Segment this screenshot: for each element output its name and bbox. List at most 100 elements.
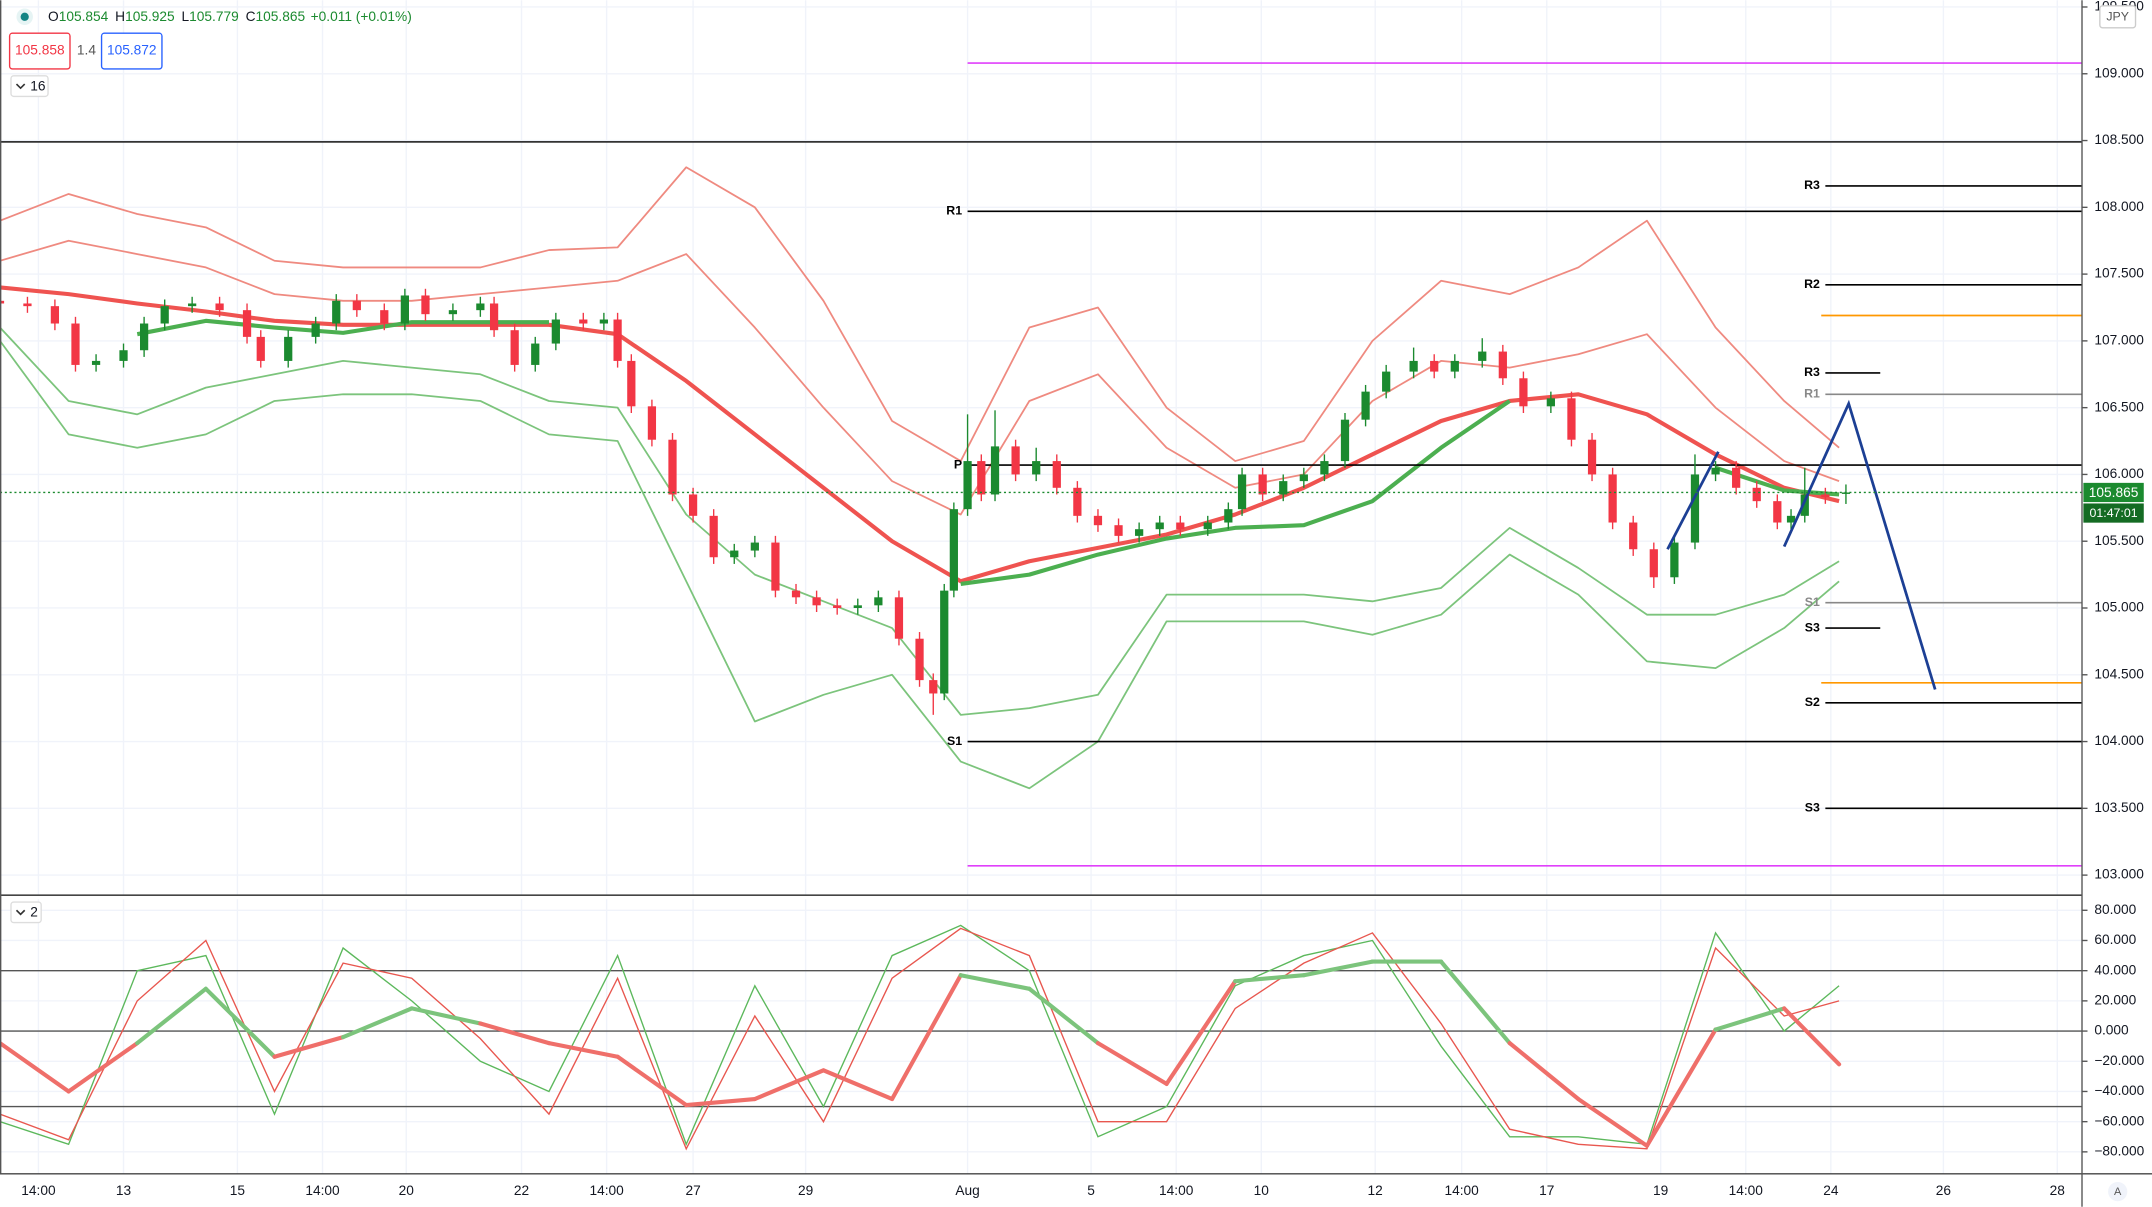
candle-body [771,542,780,591]
candle-body [421,295,430,315]
auto-scale-button[interactable] [2108,1181,2128,1202]
candle-body [50,306,60,324]
candle-body [627,360,636,407]
last-price-label: 105.865 [2089,485,2139,500]
x-tick-label: 28 [2050,1183,2066,1198]
ohlc-key: C [246,8,256,23]
candle-body [1608,474,1617,523]
candle-body [929,680,938,694]
y-tick-label: 107.000 [2094,333,2144,348]
candle-body [1800,494,1809,516]
candle-body [1711,467,1720,475]
overlay-ui: O105.854 H105.925 L105.779 C105.865 +0.011 (… [8,5,2137,1202]
indicators-count[interactable]: 16 [30,78,46,93]
currency[interactable]: JPY [2106,10,2129,24]
x-tick-label: 5 [1087,1183,1095,1198]
x-tick-label: 13 [116,1183,132,1198]
trend-drawing [1666,451,1720,550]
x-tick-label: 14:00 [1444,1183,1479,1198]
pivot-label: S2 [1805,695,1820,709]
oscillator-main [546,1041,620,1059]
candle-body [853,605,862,608]
candle-body [579,319,588,324]
candle-body [256,336,265,361]
oscillator-main [135,986,208,1046]
ask-price[interactable]: 105.872 [107,43,157,58]
oscillator-main [1164,979,1238,1086]
indicators-toggle[interactable] [10,75,49,98]
x-tick-label: 15 [230,1183,246,1198]
ohlc-key: L [182,8,190,23]
chevron-icon [15,909,26,916]
x-tick-label: 24 [1823,1183,1839,1198]
candle-body [332,300,341,324]
candle-body [284,336,293,361]
oscillator-main [272,1035,346,1059]
candle-body [963,461,972,510]
candle-body [1320,461,1329,475]
oscillator-main [615,1054,689,1108]
candle-body [647,406,657,440]
buy-button[interactable] [100,32,163,70]
candle-body [1546,398,1555,407]
oscillator-main [1507,1041,1581,1102]
oscillator-main [341,1006,414,1040]
x-tick-label: 14:00 [589,1183,624,1198]
candle-body [874,597,883,606]
y-tick-label: −60.000 [2094,1113,2144,1128]
candle-body [551,319,560,344]
indicators-toggle[interactable] [10,901,42,924]
countdown-label: 01:47:01 [2090,506,2138,520]
sell-button[interactable] [8,32,71,70]
candle-body [352,300,361,311]
candle-body [1299,474,1308,482]
oscillator-main [1782,1006,1842,1067]
oscillator-main [478,1021,552,1046]
candle-body [119,350,128,361]
y-tick-label: −20.000 [2094,1053,2144,1068]
candle-body [1258,474,1267,495]
x-tick-label: 10 [1254,1183,1270,1198]
candle-body [1279,481,1288,495]
oscillator-main [1095,1041,1169,1086]
trend-drawing [1782,399,1937,690]
auto-scale-label[interactable]: A [2114,1186,2122,1198]
grid [0,0,2083,1174]
overlay-line [0,326,1840,716]
candle-body [1567,398,1576,440]
candle-body [215,303,224,311]
candle-body [940,590,949,694]
ohlc-value: 105.925 [125,8,175,23]
ohlc-key: O [48,8,59,23]
y-tick-label: 105.500 [2094,533,2144,548]
candle-body [1176,522,1185,530]
candle-body [1732,467,1741,488]
pivot-label: S3 [1805,620,1820,634]
price-pane: R1 R3 R2 R3 R1 P S1 S3 S2 S1 S3 [0,62,2083,867]
candle-body [1821,494,1830,498]
x-tick-label: 12 [1368,1183,1383,1198]
x-tick-label: 14:00 [21,1183,56,1198]
candle-body [1340,419,1350,462]
x-tick-label: 17 [1539,1183,1554,1198]
candle-body [894,597,904,639]
y-tick-label: 105.000 [2094,600,2144,615]
candle-body [613,319,622,361]
overlay-line [0,166,1840,462]
candle-body [668,439,677,495]
candle-body [1773,501,1782,523]
bid-price[interactable]: 105.858 [15,43,65,58]
candle-body [915,638,924,681]
pivot-label: R3 [1804,365,1820,379]
oscillator-main [890,973,963,1102]
candle-body [1786,515,1796,523]
candle-body [311,323,320,337]
candle-body [489,303,499,331]
candle-body [1203,522,1212,530]
currency-box[interactable] [2099,5,2137,29]
indicators-count[interactable]: 2 [30,905,38,920]
x-tick-label: 22 [514,1183,529,1198]
